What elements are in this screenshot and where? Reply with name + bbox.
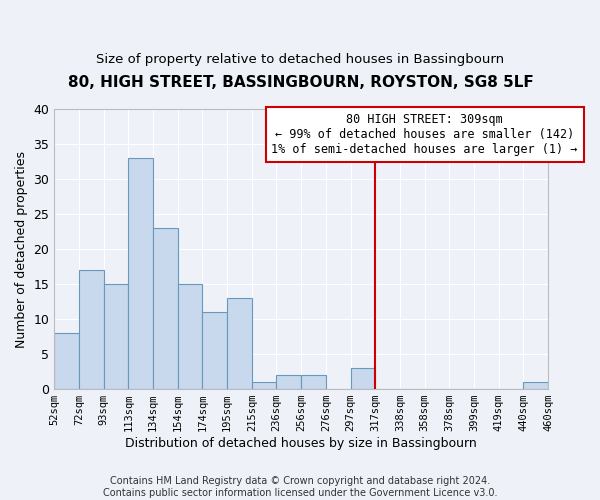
- Bar: [178, 284, 202, 389]
- Bar: [252, 382, 277, 389]
- Bar: [301, 375, 326, 389]
- Bar: [153, 228, 178, 389]
- Bar: [104, 284, 128, 389]
- Y-axis label: Number of detached properties: Number of detached properties: [15, 150, 28, 348]
- Text: Size of property relative to detached houses in Bassingbourn: Size of property relative to detached ho…: [96, 52, 504, 66]
- Bar: [523, 382, 548, 389]
- Bar: [128, 158, 153, 389]
- Bar: [277, 375, 301, 389]
- Bar: [350, 368, 375, 389]
- Bar: [54, 333, 79, 389]
- X-axis label: Distribution of detached houses by size in Bassingbourn: Distribution of detached houses by size …: [125, 437, 477, 450]
- Bar: [227, 298, 252, 389]
- Text: Contains HM Land Registry data © Crown copyright and database right 2024.
Contai: Contains HM Land Registry data © Crown c…: [103, 476, 497, 498]
- Bar: [202, 312, 227, 389]
- Title: 80, HIGH STREET, BASSINGBOURN, ROYSTON, SG8 5LF: 80, HIGH STREET, BASSINGBOURN, ROYSTON, …: [68, 75, 534, 90]
- Text: 80 HIGH STREET: 309sqm
← 99% of detached houses are smaller (142)
1% of semi-det: 80 HIGH STREET: 309sqm ← 99% of detached…: [271, 112, 578, 156]
- Bar: [79, 270, 104, 389]
